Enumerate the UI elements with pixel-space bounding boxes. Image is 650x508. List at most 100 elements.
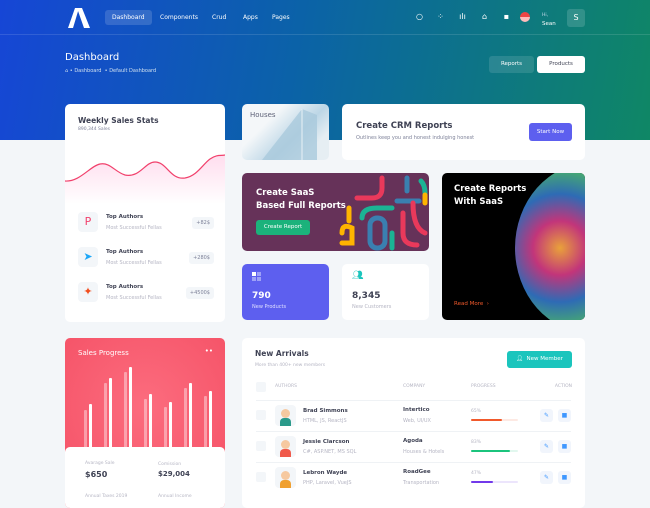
- company-name: Agoda: [403, 438, 423, 444]
- telegram-icon: ➤: [78, 247, 98, 267]
- products-button[interactable]: Products: [537, 56, 585, 73]
- more-options-icon[interactable]: ••: [204, 347, 213, 355]
- houses-label: Houses: [250, 111, 276, 119]
- reports-title-line2: With SaaS: [454, 197, 504, 207]
- cart-icon[interactable]: ⌂: [481, 12, 488, 21]
- row-checkbox[interactable]: [256, 410, 266, 420]
- stat-value: $29,004: [158, 470, 190, 478]
- stat-label: Annual Income: [158, 494, 192, 499]
- author-name[interactable]: Top Authors: [106, 249, 144, 255]
- products-value: 790: [252, 291, 271, 301]
- company-type: Transportation: [403, 480, 440, 486]
- breadcrumb-current: Default Dashboard: [109, 68, 157, 74]
- breadcrumb-dashboard[interactable]: Dashboard: [74, 68, 102, 74]
- new-arrivals-card: New Arrivals More than 400+ new members …: [242, 338, 585, 508]
- houses-card[interactable]: Houses: [242, 104, 329, 160]
- sales-bar: [144, 399, 147, 448]
- reports-button[interactable]: Reports: [489, 56, 534, 73]
- edit-icon[interactable]: ✎: [540, 440, 553, 453]
- abstract-lines-image: [339, 175, 428, 251]
- nav-pages[interactable]: Pages: [272, 14, 290, 21]
- progress-bar: [471, 450, 518, 452]
- author-badge: +280$: [189, 252, 214, 264]
- read-more-link[interactable]: Read More ›: [454, 301, 489, 307]
- row-checkbox[interactable]: [256, 472, 266, 482]
- stat-label: Annual Taxes 2019: [85, 494, 128, 499]
- breadcrumb: ⌂ • Dashboard • Default Dashboard: [65, 68, 157, 74]
- apps-icon[interactable]: ▪: [503, 12, 510, 21]
- author-name[interactable]: Lebron Wayde: [303, 470, 348, 476]
- p-logo-icon: P: [78, 212, 98, 232]
- author-desc: Most Successful Fellas: [106, 260, 162, 266]
- progress-fill: [471, 450, 510, 452]
- author-name[interactable]: Top Authors: [106, 284, 144, 290]
- delete-icon[interactable]: ■: [558, 409, 571, 422]
- crm-subtitle: Outlines keep you and honest indulging h…: [356, 135, 475, 141]
- company-type: Houses & Hotels: [403, 449, 445, 455]
- sales-bar: [169, 402, 172, 448]
- grid-icon: [252, 272, 261, 281]
- sales-bar: [89, 404, 92, 448]
- new-member-button[interactable]: 👤︎ New Member: [507, 351, 572, 368]
- chevron-right-icon: ›: [486, 301, 489, 307]
- row-checkbox[interactable]: [256, 441, 266, 451]
- sales-bar: [104, 383, 107, 448]
- author-badge: +82$: [192, 217, 214, 229]
- weekly-title: Weekly Sales Stats: [78, 116, 159, 125]
- stat-label: Avarage Sale: [85, 461, 115, 466]
- read-more-label: Read More: [454, 301, 484, 307]
- user-name: Sean: [542, 21, 556, 27]
- author-name[interactable]: Jessie Clarcson: [303, 439, 350, 445]
- nav-dashboard[interactable]: Dashboard: [105, 10, 152, 25]
- author-skills: HTML, JS, ReactJS: [303, 418, 347, 424]
- progress-label: 65%: [471, 409, 482, 414]
- col-progress[interactable]: PROGRESS: [471, 384, 496, 389]
- user-avatar[interactable]: S: [567, 9, 585, 27]
- nav-apps[interactable]: Apps: [243, 14, 258, 21]
- nav-crud[interactable]: Crud: [212, 14, 227, 21]
- company-name: Intertico: [403, 407, 430, 413]
- delete-icon[interactable]: ■: [558, 440, 571, 453]
- stat-label: Comission: [158, 462, 182, 467]
- select-all-checkbox[interactable]: [256, 382, 266, 392]
- author-desc: Most Successful Fellas: [106, 225, 162, 231]
- logo[interactable]: [65, 8, 93, 28]
- edit-icon[interactable]: ✎: [540, 471, 553, 484]
- flag-us-icon[interactable]: [520, 12, 530, 22]
- new-member-label: New Member: [526, 356, 563, 362]
- sales-bar: [124, 372, 127, 448]
- sales-bar: [189, 383, 192, 448]
- row-divider: [256, 400, 571, 401]
- progress-label: 83%: [471, 440, 482, 445]
- col-authors[interactable]: AUTHORS: [275, 384, 298, 389]
- home-icon[interactable]: ⌂: [65, 68, 69, 74]
- saas-title-line1: Create SaaS: [256, 188, 315, 198]
- page-title: Dashboard: [65, 52, 120, 63]
- nav-components[interactable]: Components: [160, 14, 198, 21]
- header-divider: [0, 34, 650, 35]
- author-name[interactable]: Top Authors: [106, 214, 144, 220]
- chart-icon[interactable]: ılı: [459, 12, 466, 21]
- edit-icon[interactable]: ✎: [540, 409, 553, 422]
- add-user-icon: 👤︎: [516, 356, 524, 362]
- start-now-button[interactable]: Start Now: [529, 123, 572, 141]
- search-icon[interactable]: ○: [416, 12, 423, 21]
- figma-icon: ✦: [78, 282, 98, 302]
- author-name[interactable]: Brad Simmons: [303, 408, 348, 414]
- saas-title-line2: Based Full Reports: [256, 201, 346, 211]
- author-skills: C#, ASP.NET, MS SQL: [303, 449, 357, 455]
- delete-icon[interactable]: ■: [558, 471, 571, 484]
- arrivals-subtitle: More than 400+ new members: [255, 363, 326, 368]
- sales-bar: [109, 378, 112, 448]
- avatar: [275, 405, 296, 426]
- progress-fill: [471, 481, 494, 483]
- network-icon[interactable]: ⁘: [437, 12, 444, 21]
- reports-saas-card: Create Reports With SaaS Read More ›: [442, 173, 585, 320]
- col-company[interactable]: COMPANY: [403, 384, 426, 389]
- progress-bar: [471, 419, 518, 421]
- progress-fill: [471, 419, 502, 421]
- col-action[interactable]: ACTION: [554, 384, 572, 389]
- create-report-button[interactable]: Create Report: [256, 220, 310, 235]
- sales-progress-card: Sales Progress •• Avarage Sale $650 Comi…: [65, 338, 225, 508]
- new-customers-card: 👥︎ 8,345 New Customers: [342, 264, 429, 320]
